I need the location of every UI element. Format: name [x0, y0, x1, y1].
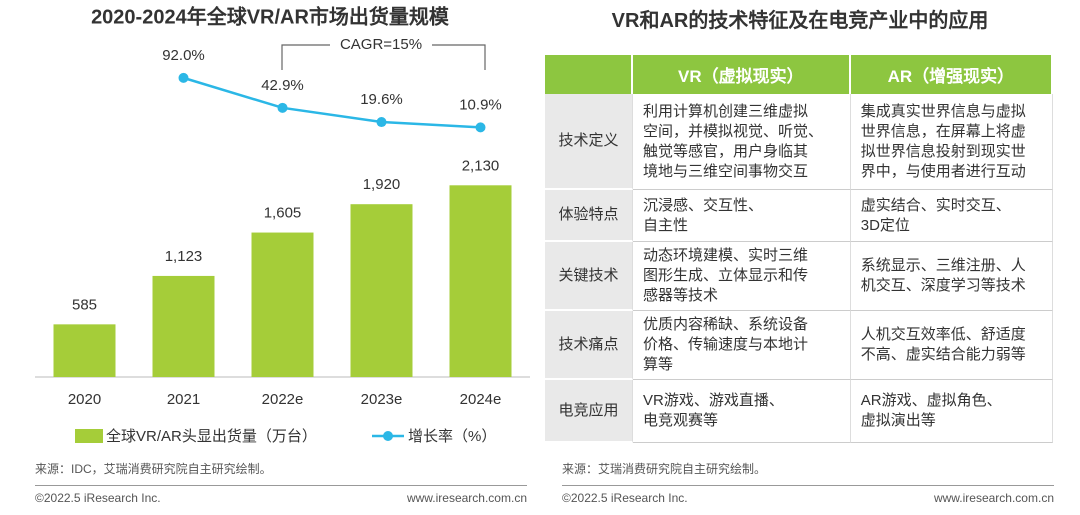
cell: 动态环境建模、实时三维 图形生成、立体显示和传 感器等技术 — [633, 242, 851, 311]
x-tick-label: 2024e — [460, 391, 502, 408]
cell-line: 机交互、深度学习等技术 — [860, 277, 1026, 294]
bar — [350, 204, 413, 377]
copyright: ©2022.5 iResearch Inc. — [35, 491, 161, 505]
row-label: 关键技术 — [545, 242, 633, 311]
row: 体验特点 沉浸感、交互性、 自主性 虚实结合、实时交互、 3D定位 — [545, 190, 1053, 242]
line — [183, 76, 481, 129]
cell-line: 人机交互效率低、舒适度 — [860, 326, 1026, 343]
rule — [35, 485, 527, 486]
header-cell: VR（虚拟现实） — [633, 55, 851, 94]
row-label: 体验特点 — [545, 190, 633, 242]
row: 关键技术 动态环境建模、实时三维 图形生成、立体显示和传 感器等技术 系统显示、三维注册… — [545, 242, 1053, 311]
cell-line: 境地与三维空间事物交互 — [643, 162, 809, 180]
cell-line: AR游戏、虚拟角色、 — [860, 392, 1002, 409]
url: www.iresearch.com.cn — [933, 491, 1054, 505]
cell: VR游戏、游戏直播、 电竞观赛等 — [633, 380, 851, 443]
row: 技术定义 利用计算机创建三维虚拟 空间，并模拟视觉、听觉、 触觉等感官，用户身临其 境地… — [545, 94, 1053, 190]
row: 电竞应用 VR游戏、游戏直播、 电竞观赛等 AR游戏、虚拟角色、 虚拟演出等 — [545, 380, 1053, 443]
row-label: 技术定义 — [545, 94, 633, 190]
chart: 2020-2024年全球VR/AR市场出货量规模 CAGR=15% 2020 20… — [35, 4, 530, 445]
legend-swatch — [75, 429, 103, 443]
data-label: 19.6% — [360, 91, 403, 108]
row-label: 电竞应用 — [545, 380, 633, 443]
cell: 集成真实世界信息与虚拟 世界信息，在屏幕上将虚 拟世界信息投射到现实世 界中，与使用者… — [850, 94, 1053, 190]
cell-line: 价格、传输速度与本地计 — [643, 336, 809, 353]
cell-line: 不高、虚实结合能力弱等 — [860, 346, 1026, 363]
cell-line: 沉浸感、交互性、 — [643, 196, 764, 214]
data-label: 92.0% — [162, 47, 205, 64]
header-cell — [545, 55, 633, 94]
table: VR（虚拟现实） AR（增强现实） 技术定义 利用计算机创建三维虚拟 空间，并模拟视觉、… — [545, 55, 1053, 443]
data-label: 2,130 — [462, 157, 500, 174]
cell: 沉浸感、交互性、 自主性 — [633, 190, 851, 242]
bar — [251, 232, 314, 377]
bar — [449, 185, 512, 377]
header-cell: AR（增强现实） — [850, 55, 1053, 94]
data-label: 1,123 — [165, 248, 203, 265]
cell: 利用计算机创建三维虚拟 空间，并模拟视觉、听觉、 触觉等感官，用户身临其 境地与三维空… — [633, 94, 851, 190]
cell: 人机交互效率低、舒适度 不高、虚实结合能力弱等 — [850, 311, 1053, 380]
x-tick-label: 2021 — [167, 391, 200, 408]
source: 来源：艾瑞消费研究院自主研究绘制。 — [562, 462, 767, 476]
point — [178, 72, 189, 83]
cell: 优质内容稀缺、系统设备 价格、传输速度与本地计 算等 — [633, 311, 851, 380]
cell: 虚实结合、实时交互、 3D定位 — [850, 190, 1053, 242]
cell-line: 虚拟演出等 — [860, 412, 936, 429]
x-tick-label: 2023e — [361, 391, 403, 408]
point — [277, 102, 288, 113]
cell-line: 集成真实世界信息与虚拟 — [860, 102, 1026, 120]
cell-line: 3D定位 — [860, 216, 910, 234]
legend-label: 全球VR/AR头显出货量（万台） — [106, 427, 317, 445]
cell-line: 利用计算机创建三维虚拟 — [643, 102, 809, 120]
data-label: 1,920 — [363, 176, 401, 193]
x-tick-label: 2022e — [262, 391, 304, 408]
point — [376, 117, 387, 128]
url: www.iresearch.com.cn — [406, 491, 527, 505]
rule — [562, 485, 1054, 486]
cell-line: VR游戏、游戏直播、 — [643, 392, 784, 409]
chart-title: 2020-2024年全球VR/AR市场出货量规模 — [91, 4, 450, 28]
row: 技术痛点 优质内容稀缺、系统设备 价格、传输速度与本地计 算等 人机交互效率低、舒适度不… — [545, 311, 1053, 380]
cell: AR游戏、虚拟角色、 虚拟演出等 — [850, 380, 1053, 443]
legend-swatch — [383, 431, 393, 441]
header-row: VR（虚拟现实） AR（增强现实） — [545, 55, 1053, 94]
cell-line: 空间，并模拟视觉、听觉、 — [643, 122, 824, 140]
cell-line: 优质内容稀缺、系统设备 — [643, 316, 809, 333]
cell-line: 界中，与使用者进行互动 — [860, 162, 1026, 180]
cell-line: 图形生成、立体显示和传 — [643, 267, 809, 284]
cell: 系统显示、三维注册、人 机交互、深度学习等技术 — [850, 242, 1053, 311]
cell-line: 电竞观赛等 — [643, 412, 719, 429]
cell-line: 感器等技术 — [643, 287, 719, 304]
bar — [53, 324, 116, 377]
point — [475, 122, 486, 133]
data-label: 10.9% — [459, 96, 502, 113]
row-label: 技术痛点 — [545, 311, 633, 380]
cagr-bg — [330, 36, 432, 54]
cell-line: 触觉等感官，用户身临其 — [643, 142, 809, 160]
bar — [152, 275, 215, 377]
cell-line: 拟世界信息投射到现实世 — [860, 142, 1026, 160]
cell-line: 世界信息，在屏幕上将虚 — [860, 122, 1026, 140]
cell-line: 系统显示、三维注册、人 — [860, 257, 1026, 274]
data-label: 42.9% — [261, 77, 304, 94]
cell-line: 动态环境建模、实时三维 — [643, 247, 809, 264]
data-label: 585 — [72, 296, 97, 313]
source: 来源：IDC，艾瑞消费研究院自主研究绘制。 — [35, 462, 272, 476]
legend-label: 增长率（%） — [408, 428, 496, 445]
x-tick-label: 2020 — [68, 391, 101, 408]
cell-line: 虚实结合、实时交互、 — [860, 196, 1011, 214]
annotation: CAGR=15% — [340, 36, 422, 53]
cell-line: 自主性 — [643, 216, 689, 234]
data-label: 1,605 — [264, 205, 302, 222]
copyright: ©2022.5 iResearch Inc. — [562, 491, 688, 505]
table-title: VR和AR的技术特征及在电竞产业中的应用 — [611, 10, 989, 32]
cell-line: 算等 — [643, 356, 674, 373]
